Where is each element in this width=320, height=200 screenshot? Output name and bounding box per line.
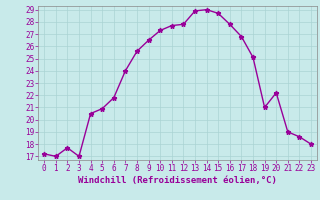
- X-axis label: Windchill (Refroidissement éolien,°C): Windchill (Refroidissement éolien,°C): [78, 176, 277, 185]
